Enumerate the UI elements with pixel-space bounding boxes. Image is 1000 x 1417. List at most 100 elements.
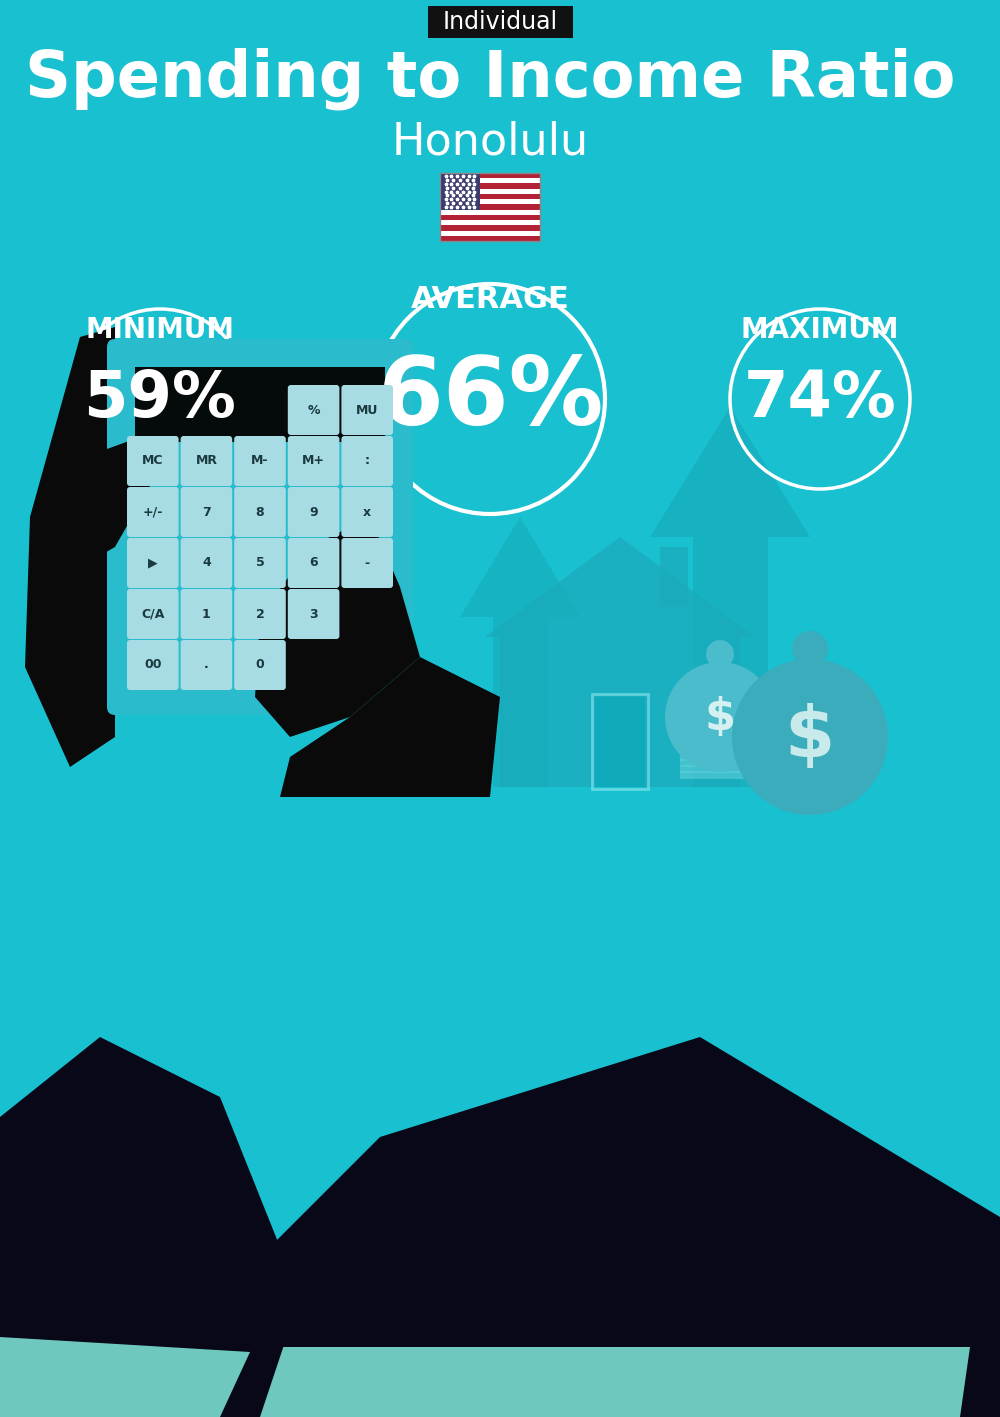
Circle shape — [792, 631, 828, 667]
Text: Honolulu: Honolulu — [391, 120, 589, 163]
Circle shape — [706, 640, 734, 667]
Text: MC: MC — [142, 455, 164, 468]
FancyBboxPatch shape — [127, 640, 179, 690]
FancyBboxPatch shape — [288, 436, 339, 486]
FancyBboxPatch shape — [127, 436, 179, 486]
FancyBboxPatch shape — [440, 204, 540, 210]
Text: 59%: 59% — [84, 368, 236, 429]
FancyBboxPatch shape — [234, 589, 286, 639]
FancyBboxPatch shape — [288, 589, 339, 639]
Text: $: $ — [785, 703, 835, 771]
Text: $: $ — [704, 696, 736, 738]
FancyBboxPatch shape — [181, 436, 232, 486]
Text: 2: 2 — [256, 608, 264, 621]
Polygon shape — [500, 638, 740, 786]
Text: AVERAGE: AVERAGE — [411, 285, 569, 313]
Text: MAXIMUM: MAXIMUM — [741, 316, 899, 344]
Text: 1: 1 — [202, 608, 211, 621]
FancyBboxPatch shape — [135, 367, 385, 442]
FancyBboxPatch shape — [181, 640, 232, 690]
FancyBboxPatch shape — [440, 210, 540, 215]
Text: .: . — [204, 659, 209, 672]
FancyBboxPatch shape — [234, 538, 286, 588]
Polygon shape — [460, 517, 580, 616]
Polygon shape — [65, 436, 155, 567]
FancyBboxPatch shape — [440, 231, 540, 235]
FancyBboxPatch shape — [660, 547, 688, 606]
Polygon shape — [492, 616, 548, 786]
FancyBboxPatch shape — [680, 760, 840, 767]
Polygon shape — [0, 1338, 250, 1417]
FancyBboxPatch shape — [288, 385, 339, 435]
FancyBboxPatch shape — [181, 487, 232, 537]
Text: +/-: +/- — [143, 506, 163, 519]
FancyBboxPatch shape — [440, 220, 540, 225]
FancyBboxPatch shape — [288, 538, 339, 588]
Text: ▶: ▶ — [148, 557, 158, 570]
Text: Spending to Income Ratio: Spending to Income Ratio — [25, 48, 955, 111]
FancyBboxPatch shape — [440, 200, 540, 204]
Text: 3: 3 — [309, 608, 318, 621]
FancyBboxPatch shape — [440, 173, 540, 179]
FancyBboxPatch shape — [440, 225, 540, 231]
Text: 9: 9 — [309, 506, 318, 519]
FancyBboxPatch shape — [680, 765, 840, 774]
FancyBboxPatch shape — [181, 589, 232, 639]
FancyBboxPatch shape — [107, 339, 413, 716]
Polygon shape — [255, 517, 420, 737]
FancyBboxPatch shape — [680, 771, 840, 779]
Text: 66%: 66% — [377, 353, 603, 445]
FancyBboxPatch shape — [680, 752, 840, 761]
FancyBboxPatch shape — [440, 173, 480, 210]
Text: M-: M- — [251, 455, 269, 468]
Polygon shape — [280, 657, 500, 796]
Text: 7: 7 — [202, 506, 211, 519]
FancyBboxPatch shape — [127, 589, 179, 639]
FancyBboxPatch shape — [440, 179, 540, 183]
Polygon shape — [0, 1037, 300, 1417]
FancyBboxPatch shape — [127, 487, 179, 537]
Text: MR: MR — [195, 455, 217, 468]
FancyBboxPatch shape — [127, 538, 179, 588]
Polygon shape — [692, 537, 768, 786]
FancyBboxPatch shape — [234, 487, 286, 537]
FancyBboxPatch shape — [440, 183, 540, 188]
Text: 4: 4 — [202, 557, 211, 570]
Text: M+: M+ — [302, 455, 325, 468]
Text: Individual: Individual — [442, 10, 558, 34]
Text: %: % — [307, 404, 320, 417]
Polygon shape — [25, 327, 115, 767]
Text: 00: 00 — [144, 659, 162, 672]
Circle shape — [732, 659, 888, 815]
FancyBboxPatch shape — [428, 6, 572, 38]
Text: MINIMUM: MINIMUM — [86, 316, 234, 344]
Text: 6: 6 — [309, 557, 318, 570]
FancyBboxPatch shape — [680, 741, 840, 750]
FancyBboxPatch shape — [341, 538, 393, 588]
FancyBboxPatch shape — [440, 188, 540, 194]
Polygon shape — [650, 407, 810, 537]
FancyBboxPatch shape — [440, 194, 540, 200]
Text: 8: 8 — [256, 506, 264, 519]
FancyBboxPatch shape — [341, 436, 393, 486]
FancyBboxPatch shape — [341, 385, 393, 435]
FancyBboxPatch shape — [680, 747, 840, 755]
Text: x: x — [363, 506, 371, 519]
FancyBboxPatch shape — [288, 487, 339, 537]
FancyBboxPatch shape — [234, 436, 286, 486]
Text: 5: 5 — [256, 557, 264, 570]
FancyBboxPatch shape — [440, 215, 540, 220]
Polygon shape — [485, 537, 755, 638]
FancyBboxPatch shape — [440, 235, 540, 241]
Text: C/A: C/A — [141, 608, 164, 621]
Text: :: : — [365, 455, 370, 468]
FancyBboxPatch shape — [595, 697, 645, 786]
FancyBboxPatch shape — [234, 640, 286, 690]
Polygon shape — [200, 1037, 1000, 1417]
Text: 74%: 74% — [744, 368, 896, 429]
Circle shape — [665, 662, 775, 772]
FancyBboxPatch shape — [341, 487, 393, 537]
FancyBboxPatch shape — [181, 538, 232, 588]
Polygon shape — [200, 1348, 970, 1417]
Text: -: - — [365, 557, 370, 570]
